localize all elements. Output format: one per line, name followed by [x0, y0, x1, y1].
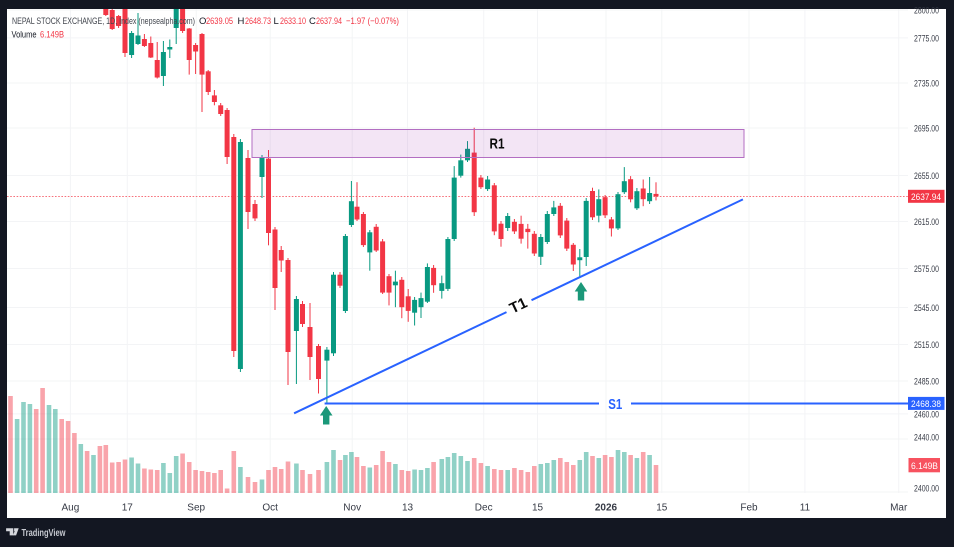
svg-text:−1.97 (−0.07%): −1.97 (−0.07%)	[346, 16, 399, 27]
svg-text:2639.05: 2639.05	[206, 16, 233, 27]
svg-text:2637.94: 2637.94	[911, 192, 941, 203]
svg-text:Volume: Volume	[12, 29, 37, 40]
svg-text:Mar: Mar	[890, 503, 908, 514]
svg-text:Feb: Feb	[740, 503, 758, 514]
svg-text:2775.00: 2775.00	[914, 33, 939, 44]
svg-text:2735.00: 2735.00	[914, 79, 939, 90]
svg-text:2400.00: 2400.00	[914, 484, 939, 495]
svg-text:11: 11	[800, 503, 811, 514]
svg-text:2485.00: 2485.00	[914, 377, 939, 388]
svg-text:R1: R1	[490, 135, 505, 152]
svg-text:6.149B: 6.149B	[911, 461, 938, 472]
svg-text:2655.00: 2655.00	[914, 171, 939, 182]
svg-text:2440.00: 2440.00	[914, 433, 939, 444]
svg-text:2468.38: 2468.38	[911, 399, 941, 410]
svg-text:2575.00: 2575.00	[914, 264, 939, 275]
svg-text:Oct: Oct	[262, 503, 278, 514]
svg-text:H: H	[238, 16, 245, 27]
svg-text:2633.10: 2633.10	[280, 16, 306, 27]
svg-text:2800.00: 2800.00	[914, 6, 939, 17]
svg-text:2615.00: 2615.00	[914, 217, 939, 228]
svg-text:T1: T1	[507, 294, 530, 317]
svg-text:2460.00: 2460.00	[914, 409, 939, 420]
svg-text:2648.73: 2648.73	[245, 16, 271, 27]
svg-text:Dec: Dec	[475, 503, 493, 514]
svg-text:TradingView: TradingView	[22, 528, 66, 539]
svg-text:NEPAL STOCK EXCHANGE, 1D, Inde: NEPAL STOCK EXCHANGE, 1D, Index (nepseal…	[12, 16, 195, 27]
svg-text:L: L	[274, 16, 279, 27]
svg-text:2515.00: 2515.00	[914, 340, 939, 351]
svg-text:6.149B: 6.149B	[40, 29, 64, 40]
svg-text:O: O	[199, 16, 206, 27]
svg-text:2637.94: 2637.94	[316, 16, 342, 27]
svg-text:Aug: Aug	[62, 503, 80, 514]
svg-text:15: 15	[656, 503, 668, 514]
svg-text:2545.00: 2545.00	[914, 303, 939, 314]
svg-text:S1: S1	[608, 396, 622, 413]
svg-text:Sep: Sep	[187, 503, 205, 514]
svg-text:2695.00: 2695.00	[914, 124, 939, 135]
svg-text:C: C	[309, 16, 316, 27]
svg-text:13: 13	[402, 503, 414, 514]
svg-text:17: 17	[122, 503, 134, 514]
svg-text:Nov: Nov	[343, 503, 361, 514]
svg-text:15: 15	[532, 503, 544, 514]
svg-text:2026: 2026	[595, 503, 618, 514]
